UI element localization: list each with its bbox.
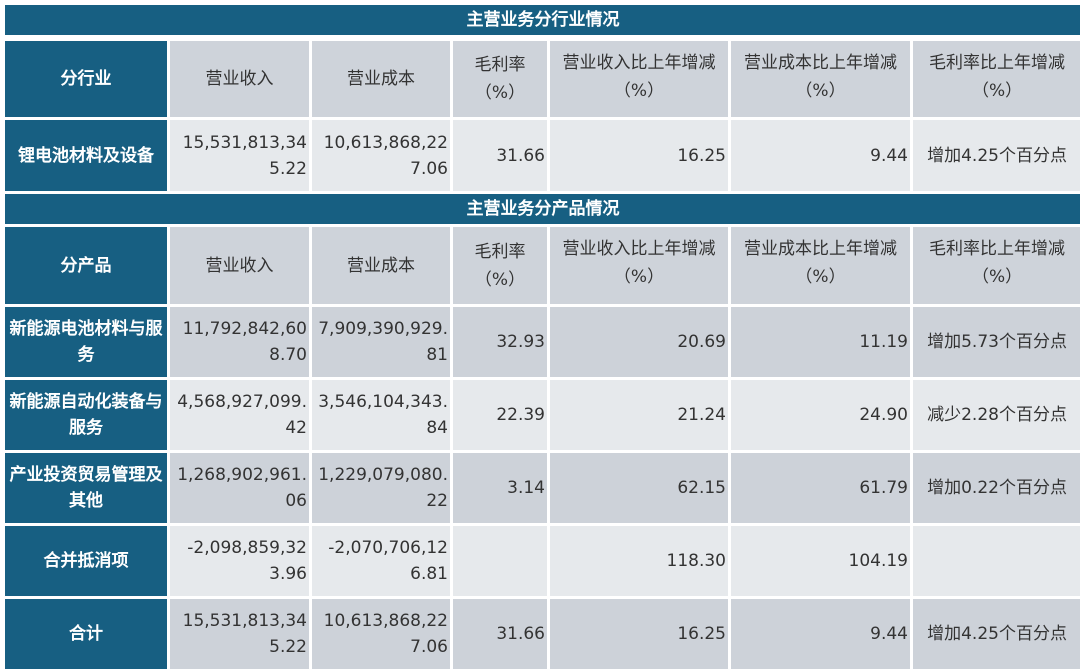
section-title: 主营业务分产品情况: [5, 194, 1080, 224]
table-row: 锂电池材料及设备 15,531,813,345.22 10,613,868,227.…: [5, 120, 1080, 191]
cell-value: [453, 526, 547, 596]
cell-value: 20.69: [550, 307, 728, 377]
cell-value: -2,098,859,323.96: [170, 526, 309, 596]
cell-value: 61.79: [731, 453, 910, 523]
cell-value: 11.19: [731, 307, 910, 377]
row-label: 锂电池材料及设备: [5, 120, 167, 191]
column-header: 毛利率（%）: [453, 227, 547, 304]
cell-value: [913, 526, 1080, 596]
cell-value: 16.25: [550, 120, 728, 191]
cell-value: 1,268,902,961.06: [170, 453, 309, 523]
section-title: 主营业务分行业情况: [5, 5, 1080, 35]
cell-value: 118.30: [550, 526, 728, 596]
cell-value: 增加5.73个百分点: [913, 307, 1080, 377]
row-label: 合并抵消项: [5, 526, 167, 596]
row-label: 新能源电池材料与服务: [5, 307, 167, 377]
cell-value: 9.44: [731, 120, 910, 191]
cell-value: 10,613,868,227.06: [312, 120, 450, 191]
column-header: 营业收入比上年增减（%）: [550, 41, 728, 117]
column-header: 营业收入: [170, 227, 309, 304]
cell-value: 7,909,390,929.81: [312, 307, 450, 377]
table-row: 新能源电池材料与服务 11,792,842,608.70 7,909,390,929…: [5, 307, 1080, 377]
cell-value: 31.66: [453, 599, 547, 669]
cell-value: 增加0.22个百分点: [913, 453, 1080, 523]
cell-value: 21.24: [550, 380, 728, 450]
cell-value: 4,568,927,099.42: [170, 380, 309, 450]
cell-value: 16.25: [550, 599, 728, 669]
cell-value: 3.14: [453, 453, 547, 523]
column-header: 分行业: [5, 41, 167, 117]
column-header: 毛利率比上年增减（%）: [913, 227, 1080, 304]
column-header: 营业成本: [312, 227, 450, 304]
row-label: 产业投资贸易管理及其他: [5, 453, 167, 523]
cell-value: 3,546,104,343.84: [312, 380, 450, 450]
column-header: 营业成本比上年增减（%）: [731, 227, 910, 304]
column-header: 营业收入比上年增减（%）: [550, 227, 728, 304]
column-header: 毛利率比上年增减（%）: [913, 41, 1080, 117]
cell-value: 10,613,868,227.06: [312, 599, 450, 669]
cell-value: 24.90: [731, 380, 910, 450]
row-label: 合计: [5, 599, 167, 669]
cell-value: 减少2.28个百分点: [913, 380, 1080, 450]
table-row: 新能源自动化装备与服务 4,568,927,099.42 3,546,104,343…: [5, 380, 1080, 450]
cell-value: 31.66: [453, 120, 547, 191]
cell-value: 15,531,813,345.22: [170, 599, 309, 669]
cell-value: 1,229,079,080.22: [312, 453, 450, 523]
table-row: 合计 15,531,813,345.22 10,613,868,227.06 31.6…: [5, 599, 1080, 669]
cell-value: 11,792,842,608.70: [170, 307, 309, 377]
cell-value: 增加4.25个百分点: [913, 120, 1080, 191]
row-label: 新能源自动化装备与服务: [5, 380, 167, 450]
cell-value: 9.44: [731, 599, 910, 669]
column-header: 营业收入: [170, 41, 309, 117]
cell-value: 32.93: [453, 307, 547, 377]
column-header: 营业成本: [312, 41, 450, 117]
cell-value: -2,070,706,126.81: [312, 526, 450, 596]
table-row: 产业投资贸易管理及其他 1,268,902,961.06 1,229,079,080…: [5, 453, 1080, 523]
column-header: 毛利率（%）: [453, 41, 547, 117]
cell-value: 22.39: [453, 380, 547, 450]
cell-value: 104.19: [731, 526, 910, 596]
cell-value: 增加4.25个百分点: [913, 599, 1080, 669]
cell-value: 15,531,813,345.22: [170, 120, 309, 191]
column-header: 分产品: [5, 227, 167, 304]
table-row: 合并抵消项 -2,098,859,323.96 -2,070,706,126.81 1…: [5, 526, 1080, 596]
cell-value: 62.15: [550, 453, 728, 523]
column-header: 营业成本比上年增减（%）: [731, 41, 910, 117]
